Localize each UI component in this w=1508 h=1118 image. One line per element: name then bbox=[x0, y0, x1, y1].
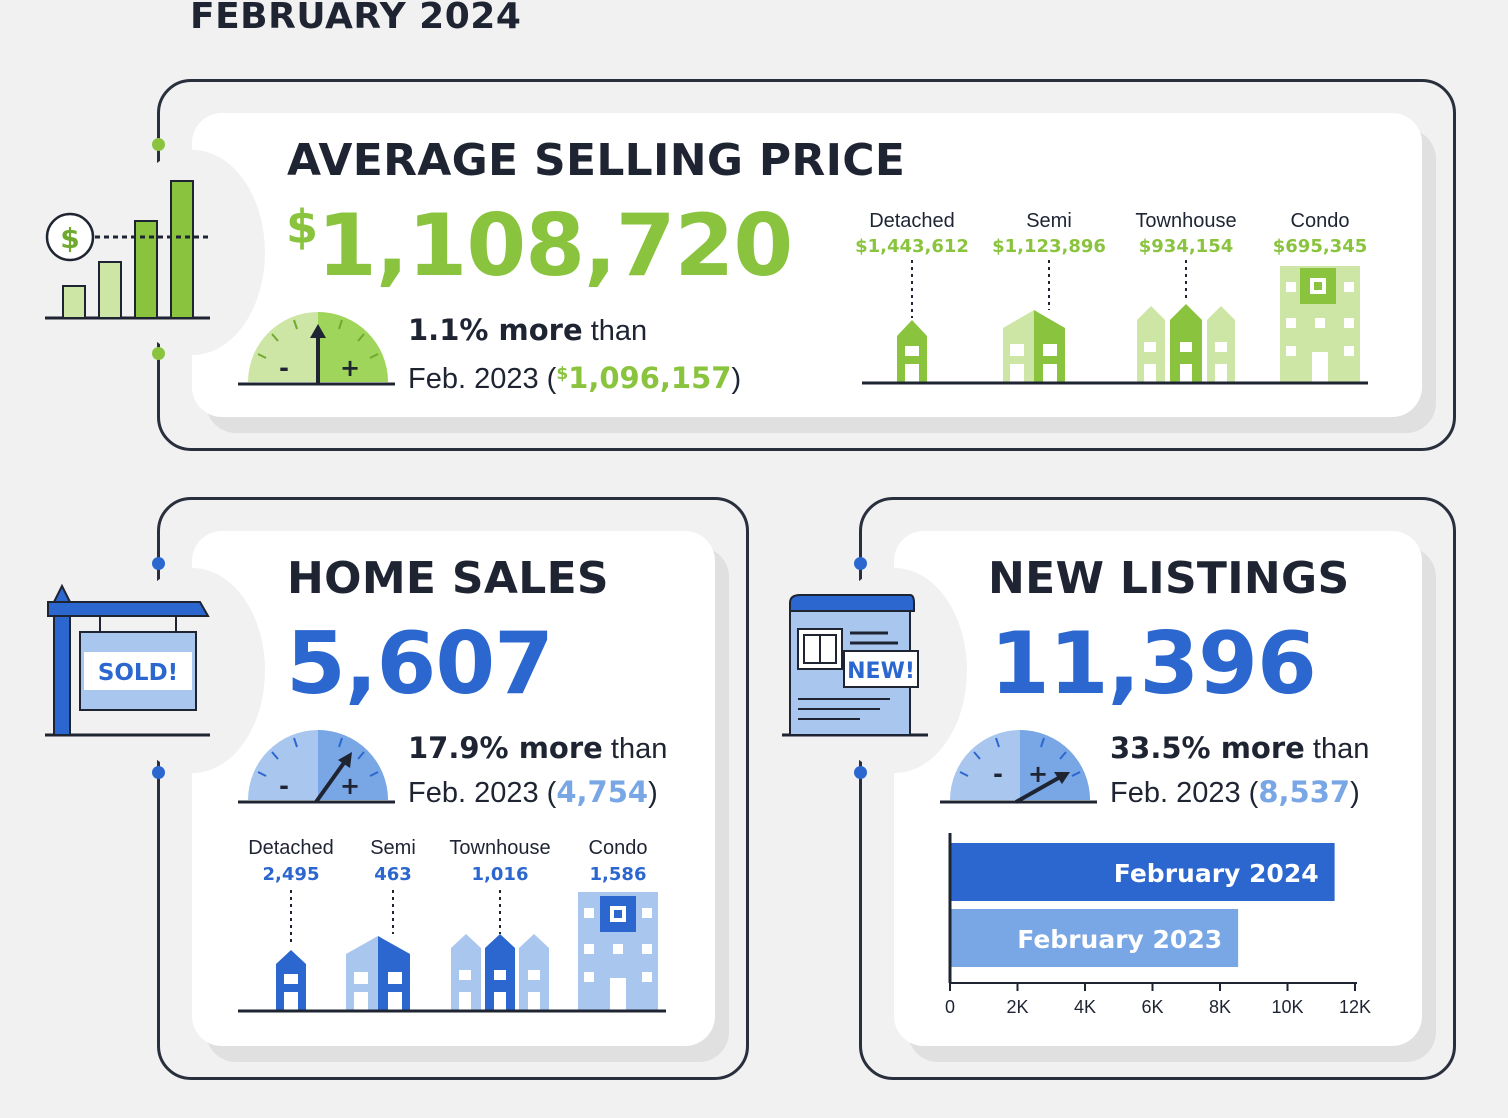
sign-text: SOLD! bbox=[98, 660, 178, 686]
type-label-townhouse: Townhouse bbox=[449, 837, 551, 859]
new-listings-change: 33.5% more than Feb. 2023 (8,537) bbox=[1110, 727, 1369, 815]
compare-value: 1,096,157 bbox=[568, 361, 732, 395]
type-label-detached: Detached bbox=[248, 837, 334, 859]
home-sales-value: 5,607 bbox=[286, 614, 554, 714]
new-listings-title: NEW LISTINGS bbox=[988, 553, 1350, 604]
bar-label: February 2024 bbox=[1114, 859, 1319, 888]
currency-symbol: $ bbox=[286, 200, 318, 254]
bar bbox=[950, 909, 1239, 967]
type-label-condo: Condo bbox=[1290, 210, 1350, 232]
gauge-plus: + bbox=[1028, 760, 1048, 788]
gauge-icon: - + bbox=[940, 730, 1097, 804]
condo-building-icon bbox=[578, 892, 658, 1010]
home-sales-frame bbox=[157, 497, 749, 1080]
gauge-minus: - bbox=[993, 760, 1003, 788]
type-label-semi: Semi bbox=[1026, 210, 1072, 232]
type-value-condo: $695,345 bbox=[1272, 236, 1368, 257]
avg-price-change: 1.1% more than Feb. 2023 ($1,096,157) bbox=[408, 309, 741, 401]
gauge-icon: - + bbox=[238, 312, 395, 386]
home-sales-change: 17.9% more than Feb. 2023 (4,754) bbox=[408, 727, 667, 815]
connector-dot bbox=[152, 347, 165, 360]
type-label-semi: Semi bbox=[370, 837, 416, 859]
gauge-plus: + bbox=[340, 354, 360, 382]
townhouse-icon bbox=[451, 934, 549, 1010]
compare-currency: $ bbox=[556, 364, 569, 384]
detached-house-icon bbox=[897, 320, 927, 382]
new-listing-document-icon: NEW! bbox=[782, 594, 928, 737]
avg-price-title: AVERAGE SELLING PRICE bbox=[287, 135, 906, 186]
detached-house-icon bbox=[276, 950, 306, 1010]
change-strong: 33.5% more bbox=[1110, 731, 1305, 765]
page-title: FEBRUARY 2024 bbox=[190, 0, 522, 37]
gauge-minus: - bbox=[279, 354, 289, 382]
semi-house-icon bbox=[1003, 310, 1065, 382]
gauge-icon: - + bbox=[238, 730, 395, 804]
type-value-semi: $1,123,896 bbox=[992, 236, 1106, 257]
x-tick-label: 6K bbox=[1141, 997, 1163, 1017]
avg-price-number: 1,108,720 bbox=[317, 196, 793, 296]
compare-prefix: Feb. 2023 ( bbox=[1110, 777, 1259, 809]
compare-value: 8,537 bbox=[1258, 775, 1351, 809]
type-label-townhouse: Townhouse bbox=[1135, 210, 1237, 232]
new-listings-frame bbox=[859, 497, 1456, 1080]
change-than: than bbox=[582, 315, 648, 347]
type-value-condo: 1,586 bbox=[589, 864, 647, 885]
change-strong: 1.1% more bbox=[408, 313, 583, 347]
type-value-townhouse: 1,016 bbox=[471, 864, 529, 885]
avg-price-value: $1,108,720 bbox=[286, 196, 793, 296]
change-than: than bbox=[602, 733, 668, 765]
new-listings-value: 11,396 bbox=[990, 614, 1317, 714]
connector-dot bbox=[152, 138, 165, 151]
connector-dot bbox=[152, 766, 165, 779]
change-strong: 17.9% more bbox=[408, 731, 603, 765]
x-tick-label: 0 bbox=[945, 997, 955, 1017]
svg-text:$: $ bbox=[60, 222, 79, 255]
price-houses-illustration bbox=[862, 260, 1368, 385]
sales-houses-illustration bbox=[238, 890, 666, 1013]
home-sales-title: HOME SALES bbox=[287, 553, 609, 604]
type-value-detached: 2,495 bbox=[262, 864, 320, 885]
x-tick-label: 12K bbox=[1339, 997, 1371, 1017]
semi-house-icon bbox=[346, 936, 410, 1010]
new-badge-text: NEW! bbox=[847, 659, 915, 684]
condo-building-icon bbox=[1280, 266, 1360, 382]
compare-value-wrap: $1,096,157 bbox=[556, 361, 731, 395]
type-value-townhouse: $934,154 bbox=[1138, 236, 1234, 257]
type-value-semi: 463 bbox=[374, 864, 412, 885]
price-bar-chart-icon: $ bbox=[45, 180, 210, 320]
compare-suffix: ) bbox=[1350, 777, 1360, 809]
gauge-plus: + bbox=[340, 772, 360, 800]
bar-label: February 2023 bbox=[1017, 925, 1222, 954]
listings-bar-chart: February 2024 February 2023 0 2K 4K 6K 8K 10K 12… bbox=[945, 833, 1371, 1017]
bar bbox=[950, 843, 1335, 901]
townhouse-icon bbox=[1137, 304, 1235, 382]
x-tick-label: 10K bbox=[1271, 997, 1303, 1017]
compare-value: 4,754 bbox=[556, 775, 649, 809]
compare-suffix: ) bbox=[731, 363, 742, 395]
change-than: than bbox=[1304, 733, 1370, 765]
connector-dot bbox=[152, 557, 165, 570]
gauge-minus: - bbox=[279, 772, 289, 800]
sold-sign-icon: SOLD! bbox=[45, 583, 210, 737]
type-label-detached: Detached bbox=[869, 210, 955, 232]
compare-suffix: ) bbox=[648, 777, 658, 809]
compare-prefix: Feb. 2023 ( bbox=[408, 363, 557, 395]
x-tick-label: 8K bbox=[1209, 997, 1231, 1017]
connector-dot bbox=[854, 557, 867, 570]
type-value-detached: $1,443,612 bbox=[855, 236, 969, 257]
x-tick-label: 4K bbox=[1074, 997, 1096, 1017]
compare-prefix: Feb. 2023 ( bbox=[408, 777, 557, 809]
type-label-condo: Condo bbox=[588, 837, 648, 859]
connector-dot bbox=[854, 766, 867, 779]
x-tick-label: 2K bbox=[1006, 997, 1028, 1017]
